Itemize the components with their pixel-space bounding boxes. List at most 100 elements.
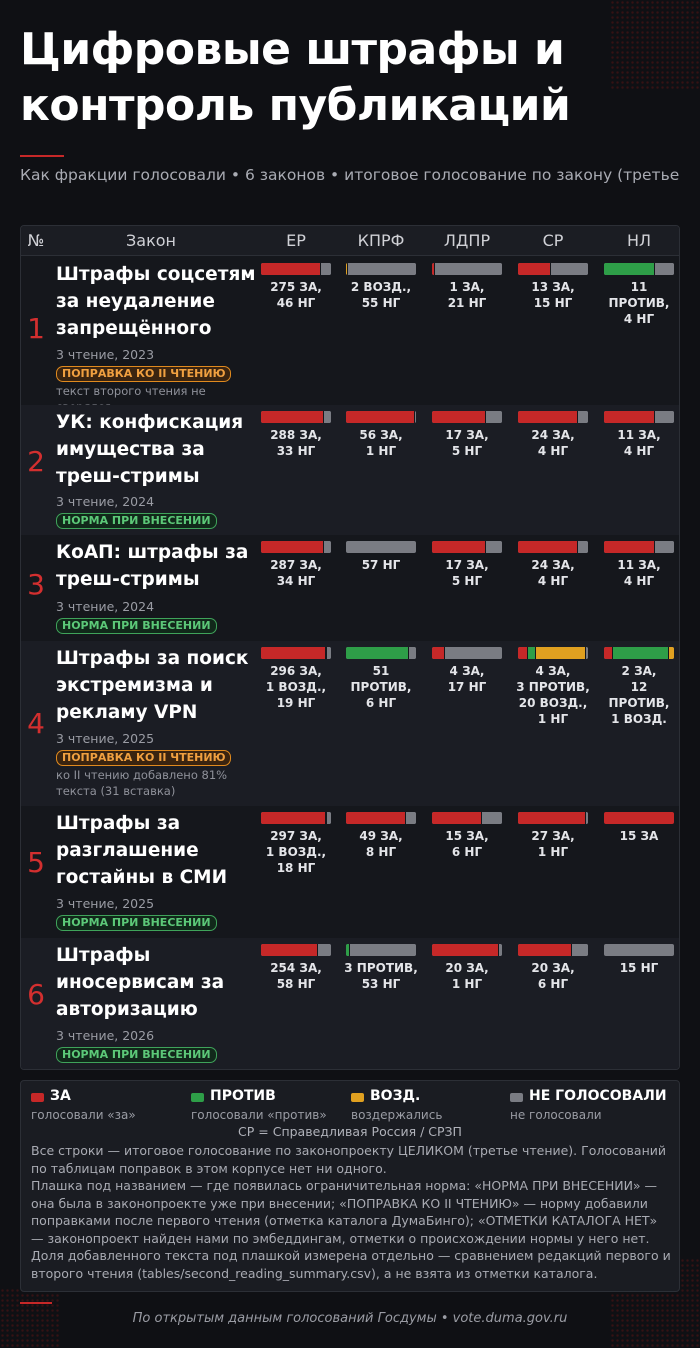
vote-bar-segment-for — [518, 411, 578, 423]
header-faction-ldpr: ЛДПР — [443, 231, 491, 250]
vote-count: 11 ЗА, 4 НГ — [617, 428, 661, 458]
vote-bar-segment-for — [604, 411, 656, 423]
vote-cell-sr: 4 ЗА, 3 ПРОТИВ, 20 ВОЗД., 1 НГ — [514, 647, 592, 727]
vote-bar — [604, 411, 674, 423]
vote-bar-segment-nv — [585, 647, 588, 659]
vote-cell-kprf: 49 ЗА, 8 НГ — [342, 812, 420, 860]
vote-bar-segment-for — [604, 812, 674, 824]
row-number: 5 — [27, 846, 45, 879]
row-number: 3 — [27, 568, 45, 601]
vote-cell-er: 254 ЗА, 58 НГ — [257, 944, 335, 992]
footer-source: По открытым данным голосований Госдумы •… — [132, 1311, 568, 1326]
vote-count: 20 ЗА, 1 НГ — [445, 961, 489, 991]
vote-bar-segment-against — [346, 647, 409, 659]
vote-count: 11 ЗА, 4 НГ — [617, 558, 661, 588]
vote-bar — [261, 647, 331, 659]
vote-count: 4 ЗА, 17 НГ — [447, 664, 487, 694]
table-row: 3 КоАП: штрафы за треш-стримы 3 чтение, 20… — [21, 535, 679, 641]
vote-bar-segment-nv — [498, 944, 502, 956]
vote-count: 56 ЗА, 1 НГ — [359, 428, 403, 458]
vote-bar-segment-for — [432, 411, 487, 423]
vote-bar — [261, 263, 331, 275]
vote-bar — [346, 411, 416, 423]
vote-bar-segment-for — [604, 647, 614, 659]
vote-count: 27 ЗА, 1 НГ — [531, 829, 575, 859]
vote-cell-sr: 13 ЗА, 15 НГ — [514, 263, 592, 311]
vote-bar-segment-for — [432, 812, 482, 824]
vote-bar-segment-nv — [327, 812, 331, 824]
legend: ЗА голосовали «за» ПРОТИВ голосовали «пр… — [20, 1080, 680, 1292]
vote-bar-segment-nv — [323, 541, 331, 553]
vote-cell-er: 296 ЗА, 1 ВОЗД., 19 НГ — [257, 647, 335, 711]
legend-notes: Все строки — итоговое голосование по зак… — [31, 1142, 671, 1282]
legend-label: ЗА — [50, 1088, 71, 1104]
vote-bar-segment-nv — [445, 647, 502, 659]
vote-bar-segment-nv — [578, 541, 588, 553]
vote-count: 20 ЗА, 6 НГ — [531, 961, 575, 991]
vote-bar — [346, 541, 416, 553]
vote-bar-segment-nv — [550, 263, 588, 275]
vote-cell-kprf: 3 ПРОТИВ, 53 НГ — [342, 944, 420, 992]
row-number: 1 — [27, 312, 45, 345]
row-number: 2 — [27, 445, 45, 478]
vote-cell-er: 287 ЗА, 34 НГ — [257, 541, 335, 589]
vote-bar-segment-against — [604, 263, 656, 275]
vote-bar — [346, 647, 416, 659]
vote-cell-nl: 15 НГ — [600, 944, 678, 976]
vote-bar-segment-against — [613, 647, 670, 659]
norm-origin-badge: ПОПРАВКА КО II ЧТЕНИЮ — [56, 750, 232, 766]
vote-bar — [432, 263, 502, 275]
vote-bar — [604, 944, 674, 956]
vote-cell-nl: 11 ЗА, 4 НГ — [600, 541, 678, 589]
vote-bar-segment-for — [346, 812, 407, 824]
norm-origin-badge: НОРМА ПРИ ВНЕСЕНИИ — [56, 1047, 217, 1063]
legend-abbreviation: СР = Справедливая Россия / СРЗП — [238, 1124, 462, 1139]
legend-sub: не голосовали — [510, 1108, 602, 1122]
vote-count: 13 ЗА, 15 НГ — [531, 280, 575, 310]
legend-sub: голосовали «за» — [31, 1108, 136, 1122]
vote-bar-segment-for — [518, 263, 551, 275]
vote-bar-segment-nv — [414, 411, 416, 423]
vote-cell-sr: 20 ЗА, 6 НГ — [514, 944, 592, 992]
vote-bar-segment-abst — [326, 812, 328, 824]
vote-bar-segment-for — [261, 647, 326, 659]
legend-note: Плашка под названием — где появилась огр… — [31, 1178, 658, 1246]
vote-cell-nl: 15 ЗА — [600, 812, 678, 844]
row-number: 4 — [27, 707, 45, 740]
vote-cell-ldpr: 17 ЗА, 5 НГ — [428, 411, 506, 459]
vote-bar-segment-for — [261, 541, 324, 553]
vote-cell-sr: 24 ЗА, 4 НГ — [514, 411, 592, 459]
law-reading: 3 чтение, 2024 — [56, 494, 155, 509]
table-row: 2 УК: конфискация имущества за треш-стрим… — [21, 405, 679, 535]
page-title: Цифровые штрафы и контроль публикаций — [20, 24, 571, 131]
vote-count: 254 ЗА, 58 НГ — [270, 961, 322, 991]
vote-bar — [518, 647, 588, 659]
vote-cell-ldpr: 4 ЗА, 17 НГ — [428, 647, 506, 695]
vote-bar — [518, 541, 588, 553]
vote-bar-segment-against — [346, 944, 350, 956]
vote-bar — [432, 541, 502, 553]
vote-bar-segment-for — [432, 263, 436, 275]
vote-cell-ldpr: 17 ЗА, 5 НГ — [428, 541, 506, 589]
vote-bar — [261, 812, 331, 824]
vote-cell-er: 275 ЗА, 46 НГ — [257, 263, 335, 311]
law-name: КоАП: штрафы за треш-стримы — [56, 542, 249, 590]
law-name: Штрафы иносервисам за авторизацию — [56, 945, 225, 1020]
vote-bar-segment-nv — [486, 541, 502, 553]
vote-bar-segment-for — [518, 647, 528, 659]
vote-bar-segment-abst — [669, 647, 674, 659]
vote-bar-segment-nv — [326, 647, 331, 659]
vote-bar-segment-for — [432, 647, 446, 659]
vote-count: 2 ЗА, 12 ПРОТИВ, 1 ВОЗД. — [608, 664, 670, 726]
vote-bar-segment-nv — [571, 944, 588, 956]
vote-bar — [346, 812, 416, 824]
vote-bar-segment-nv — [323, 411, 331, 423]
header-law: Закон — [126, 231, 176, 250]
vote-bar-segment-nv — [435, 263, 502, 275]
vote-bar-segment-for — [261, 263, 321, 275]
vote-count: 2 ВОЗД., 55 НГ — [350, 280, 412, 310]
vote-count: 24 ЗА, 4 НГ — [531, 428, 575, 458]
table-row: 1 Штрафы соцсетям за неудаление запрещённ… — [21, 257, 679, 414]
law-reading: 3 чтение, 2026 — [56, 1028, 155, 1043]
vote-cell-ldpr: 1 ЗА, 21 НГ — [428, 263, 506, 311]
